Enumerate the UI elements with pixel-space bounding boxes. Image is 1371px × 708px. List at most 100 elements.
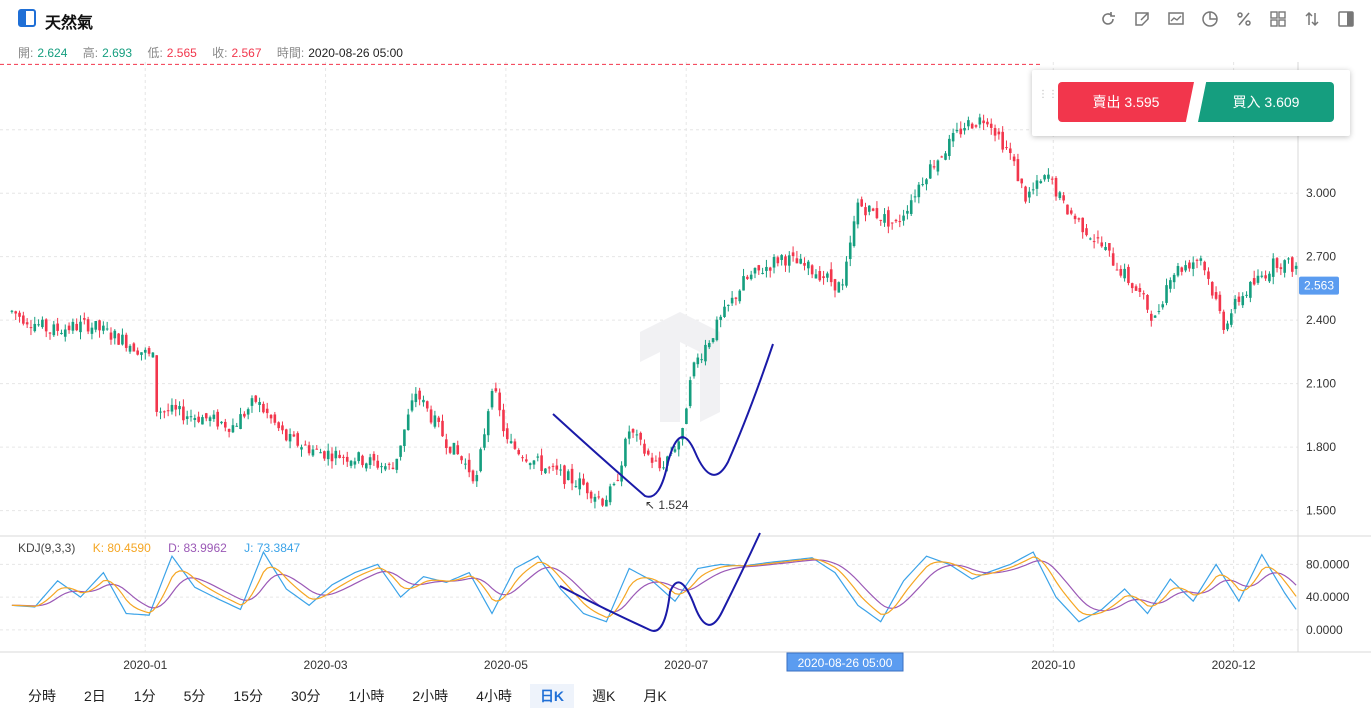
pie-icon[interactable]: [1199, 8, 1221, 30]
timeframe-button[interactable]: 分時: [28, 688, 56, 704]
candle-body: [681, 428, 684, 440]
candle-body: [155, 355, 159, 412]
candle-body: [502, 409, 505, 432]
candle-body: [913, 196, 917, 198]
candle-body: [395, 458, 399, 470]
candle-body: [464, 463, 467, 465]
candle-body: [1279, 267, 1283, 270]
timeframe-button[interactable]: 15分: [233, 688, 263, 704]
candle-body: [1089, 238, 1092, 240]
timeframe-button[interactable]: 2小時: [412, 688, 449, 704]
high-label: 高:: [82, 46, 99, 60]
candle-body: [627, 431, 631, 439]
kdj-tick-label: 80.0000: [1306, 557, 1350, 571]
candle-body: [818, 271, 822, 281]
candle-body: [418, 390, 421, 400]
candle-body: [292, 434, 296, 437]
kdj-d-value: D: 83.9962: [168, 541, 227, 555]
candle-body: [307, 445, 311, 454]
kdj-legend: KDJ(9,3,3) K: 80.4590 D: 83.9962 J: 73.3…: [18, 541, 314, 555]
candle-body: [650, 457, 654, 463]
candle-body: [1043, 175, 1046, 180]
timeframe-button[interactable]: 日K: [529, 684, 575, 708]
time-tick-label: 2020-03: [304, 658, 348, 672]
candle-body: [536, 456, 540, 458]
open-label: 開:: [18, 46, 34, 60]
candle-body: [787, 255, 791, 266]
candle-body: [1005, 147, 1008, 149]
refresh-icon[interactable]: [1097, 8, 1119, 30]
candle-body: [704, 344, 707, 362]
drawing-icon[interactable]: [1131, 8, 1153, 30]
candle-body: [1169, 280, 1172, 289]
candle-body: [757, 265, 761, 271]
chart-type-icon[interactable]: [1165, 8, 1187, 30]
candle-body: [414, 393, 418, 403]
candle-body: [685, 408, 688, 425]
percent-icon[interactable]: [1233, 8, 1255, 30]
candle-body: [1123, 268, 1126, 279]
candle-body: [1188, 262, 1191, 269]
timeframe-button[interactable]: 30分: [290, 688, 321, 704]
candle-body: [140, 352, 143, 355]
price-tick-label: 1.800: [1306, 440, 1336, 454]
candle-body: [166, 410, 170, 412]
candle-body: [799, 258, 803, 264]
candle-body: [517, 450, 521, 455]
candle-body: [132, 343, 136, 352]
buy-button[interactable]: 買入 3.609: [1198, 82, 1334, 122]
candle-body: [814, 274, 818, 279]
timeframe-button[interactable]: 月K: [643, 688, 667, 704]
candle-body: [304, 444, 307, 446]
timeframe-button[interactable]: 週K: [592, 688, 616, 704]
candle-body: [403, 429, 406, 447]
timeframe-button[interactable]: 1小時: [348, 688, 385, 704]
grid-layout-icon[interactable]: [1267, 8, 1289, 30]
trade-panel: ⋮⋮ 賣出 3.595 買入 3.609: [1032, 70, 1350, 136]
candle-body: [185, 416, 189, 419]
candle-body: [879, 219, 883, 221]
candle-body: [1108, 243, 1111, 251]
drag-handle-icon[interactable]: ⋮⋮: [1038, 89, 1058, 100]
candle-body: [1199, 258, 1203, 261]
ohlc-readout: 開: 2.624 高: 2.693 低: 2.565 收: 2.567 時間: 2020-…: [18, 44, 407, 61]
timeframe-button[interactable]: 1分: [133, 688, 156, 704]
candle-body: [1180, 267, 1184, 272]
sell-button[interactable]: 賣出 3.595: [1058, 82, 1194, 122]
candle-body: [658, 457, 662, 469]
candle-body: [1111, 253, 1115, 266]
candle-body: [288, 433, 292, 442]
candle-body: [52, 324, 56, 336]
candle-body: [1275, 258, 1279, 268]
timeframe-button[interactable]: 5分: [183, 688, 206, 704]
candle-body: [448, 446, 452, 453]
candle-body: [902, 215, 905, 221]
timeframe-button[interactable]: 2日: [84, 688, 106, 704]
candle-body: [239, 414, 242, 429]
candle-body: [883, 214, 886, 223]
candle-body: [63, 329, 67, 337]
candle-body: [993, 128, 997, 136]
candle-body: [673, 449, 677, 452]
candle-body: [1172, 274, 1176, 283]
candle-body: [970, 123, 974, 129]
candle-body: [1237, 296, 1241, 302]
kdj-d-line: [11, 559, 1297, 613]
candle-body: [940, 156, 944, 158]
drawn-price-curve: [552, 343, 774, 498]
candle-body: [753, 267, 757, 274]
split-panel-icon[interactable]: [1335, 8, 1357, 30]
price-chart[interactable]: 3.3003.0002.7002.4002.1001.8001.50080.00…: [0, 62, 1371, 682]
candle-body: [182, 406, 185, 421]
candle-body: [868, 205, 871, 212]
candle-body: [1081, 217, 1084, 233]
candle-body: [1207, 271, 1210, 279]
candle-body: [845, 261, 848, 286]
compare-icon[interactable]: [1301, 8, 1323, 30]
candle-body: [860, 199, 863, 207]
candle-body: [898, 221, 902, 223]
candle-body: [86, 319, 90, 332]
candle-body: [90, 327, 94, 334]
timeframe-button[interactable]: 4小時: [476, 688, 512, 704]
candle-body: [582, 478, 585, 485]
